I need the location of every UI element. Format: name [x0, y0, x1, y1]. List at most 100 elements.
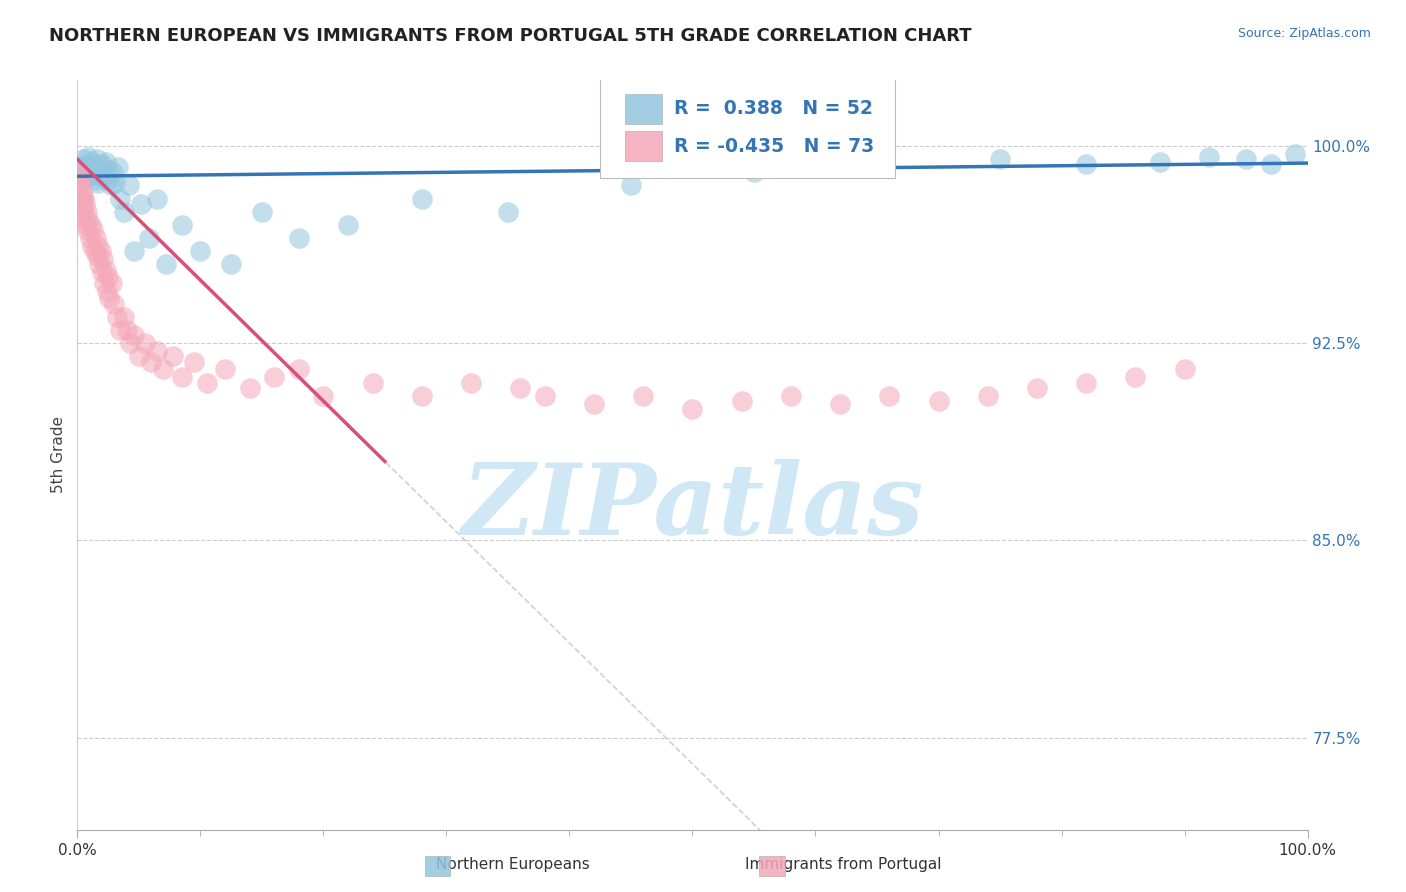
Point	[411, 389, 433, 403]
Point	[830, 397, 852, 411]
Point	[82, 223, 104, 237]
Point	[152, 362, 174, 376]
Point	[83, 173, 105, 187]
Point	[1026, 381, 1049, 395]
Point	[101, 276, 124, 290]
Point	[988, 152, 1011, 166]
Point	[67, 165, 90, 179]
Point	[80, 154, 103, 169]
Point	[214, 362, 236, 376]
Point	[97, 162, 120, 177]
Point	[82, 160, 104, 174]
Point	[1174, 362, 1197, 376]
Point	[76, 223, 98, 237]
Point	[146, 344, 169, 359]
Point	[70, 184, 93, 198]
FancyBboxPatch shape	[600, 77, 896, 178]
Point	[93, 165, 115, 179]
Point	[1149, 154, 1171, 169]
Point	[98, 292, 121, 306]
Text: Source: ZipAtlas.com: Source: ZipAtlas.com	[1237, 27, 1371, 40]
Point	[1234, 152, 1257, 166]
Y-axis label: 5th Grade: 5th Grade	[51, 417, 66, 493]
Point	[69, 178, 91, 193]
Point	[73, 192, 96, 206]
Point	[188, 244, 212, 259]
Point	[86, 249, 108, 263]
Point	[82, 239, 104, 253]
Point	[67, 170, 90, 185]
Point	[509, 381, 531, 395]
Point	[170, 218, 193, 232]
Point	[1125, 370, 1147, 384]
Point	[70, 160, 93, 174]
Point	[83, 244, 105, 259]
Point	[141, 354, 163, 368]
Point	[75, 197, 97, 211]
Point	[84, 231, 107, 245]
Point	[122, 244, 145, 259]
Point	[866, 160, 889, 174]
Point	[879, 389, 901, 403]
Point	[1076, 376, 1098, 390]
Text: Immigrants from Portugal: Immigrants from Portugal	[745, 857, 942, 872]
Point	[80, 218, 103, 232]
Point	[77, 149, 100, 163]
Point	[162, 349, 184, 363]
Text: R = -0.435   N = 73: R = -0.435 N = 73	[673, 136, 875, 156]
Point	[682, 401, 704, 416]
Point	[77, 212, 100, 227]
Point	[87, 176, 110, 190]
Point	[73, 212, 96, 227]
Point	[115, 323, 138, 337]
Point	[146, 192, 169, 206]
Point	[94, 262, 117, 277]
Point	[1260, 157, 1282, 171]
Point	[1284, 147, 1306, 161]
Point	[183, 354, 205, 368]
Point	[633, 389, 655, 403]
Point	[91, 252, 114, 266]
Point	[70, 192, 93, 206]
Point	[928, 394, 950, 409]
Point	[79, 162, 101, 177]
Point	[1076, 157, 1098, 171]
Point	[93, 276, 115, 290]
Point	[120, 336, 142, 351]
Point	[72, 152, 94, 166]
Point	[134, 336, 156, 351]
Point	[138, 231, 160, 245]
Point	[96, 173, 118, 187]
Point	[76, 204, 98, 219]
Point	[90, 157, 114, 171]
Point	[69, 173, 91, 187]
Point	[90, 265, 114, 279]
Text: R =  0.388   N = 52: R = 0.388 N = 52	[673, 99, 873, 119]
Point	[239, 381, 262, 395]
Point	[96, 284, 118, 298]
Point	[110, 192, 132, 206]
Point	[250, 204, 273, 219]
Point	[101, 165, 124, 179]
Text: ZIPatlas: ZIPatlas	[461, 459, 924, 556]
Point	[534, 389, 557, 403]
Point	[89, 162, 111, 177]
Point	[75, 157, 97, 171]
Point	[195, 376, 218, 390]
Text: Northern Europeans: Northern Europeans	[436, 857, 591, 872]
Point	[170, 370, 193, 384]
Point	[97, 270, 120, 285]
Point	[91, 170, 114, 185]
Point	[73, 165, 96, 179]
Point	[620, 178, 643, 193]
Point	[94, 154, 117, 169]
Point	[84, 165, 107, 179]
Point	[361, 376, 384, 390]
Text: NORTHERN EUROPEAN VS IMMIGRANTS FROM PORTUGAL 5TH GRADE CORRELATION CHART: NORTHERN EUROPEAN VS IMMIGRANTS FROM POR…	[49, 27, 972, 45]
Point	[107, 160, 129, 174]
Point	[742, 165, 765, 179]
Point	[105, 310, 128, 324]
Point	[79, 231, 101, 245]
Point	[128, 349, 150, 363]
Point	[118, 178, 141, 193]
